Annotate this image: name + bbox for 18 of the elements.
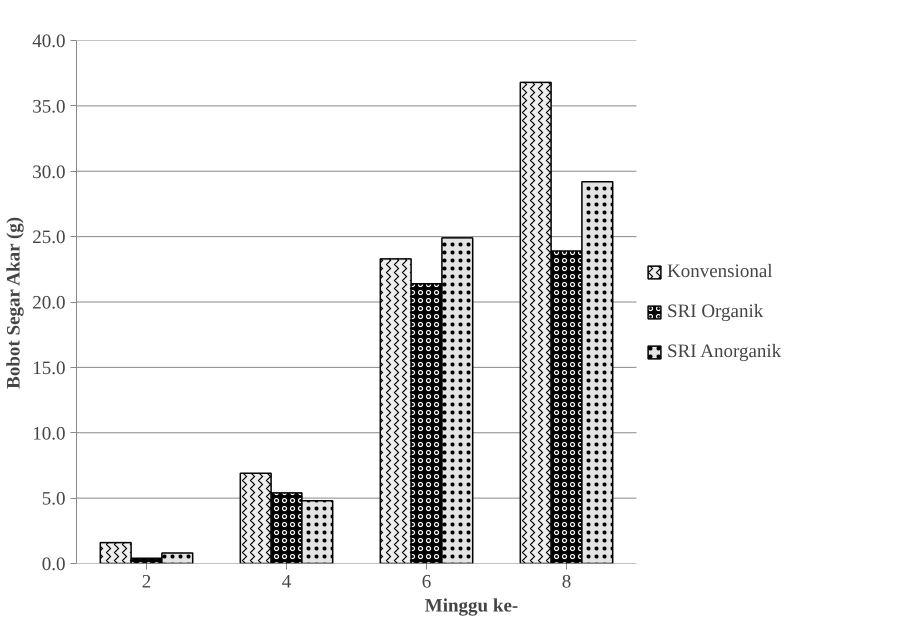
x-tick-label: 4	[282, 572, 292, 592]
legend-label: Konvensional	[667, 261, 773, 283]
y-tick-label: 20.0	[32, 292, 66, 314]
y-tick-label: 40.0	[32, 31, 66, 52]
x-axis-title: Minggu ke-	[424, 596, 518, 616]
y-tick-label: 5.0	[42, 488, 66, 510]
y-tick-label: 10.0	[32, 423, 66, 444]
y-tick-label: 35.0	[32, 96, 66, 118]
x-tick-label: 8	[562, 572, 572, 592]
y-tick-label: 30.0	[32, 162, 66, 183]
x-tick-label: 2	[142, 572, 152, 592]
y-tick-label: 0.0	[42, 554, 66, 575]
y-tick-label: 15.0	[32, 358, 66, 379]
x-tick-label: 6	[422, 572, 432, 592]
y-axis-title: Bobot Segar Akar (g)	[3, 216, 24, 389]
legend-label: SRI Anorganik	[667, 341, 782, 363]
legend-label: SRI Organik	[667, 301, 764, 323]
y-tick-label: 25.0	[32, 227, 66, 248]
